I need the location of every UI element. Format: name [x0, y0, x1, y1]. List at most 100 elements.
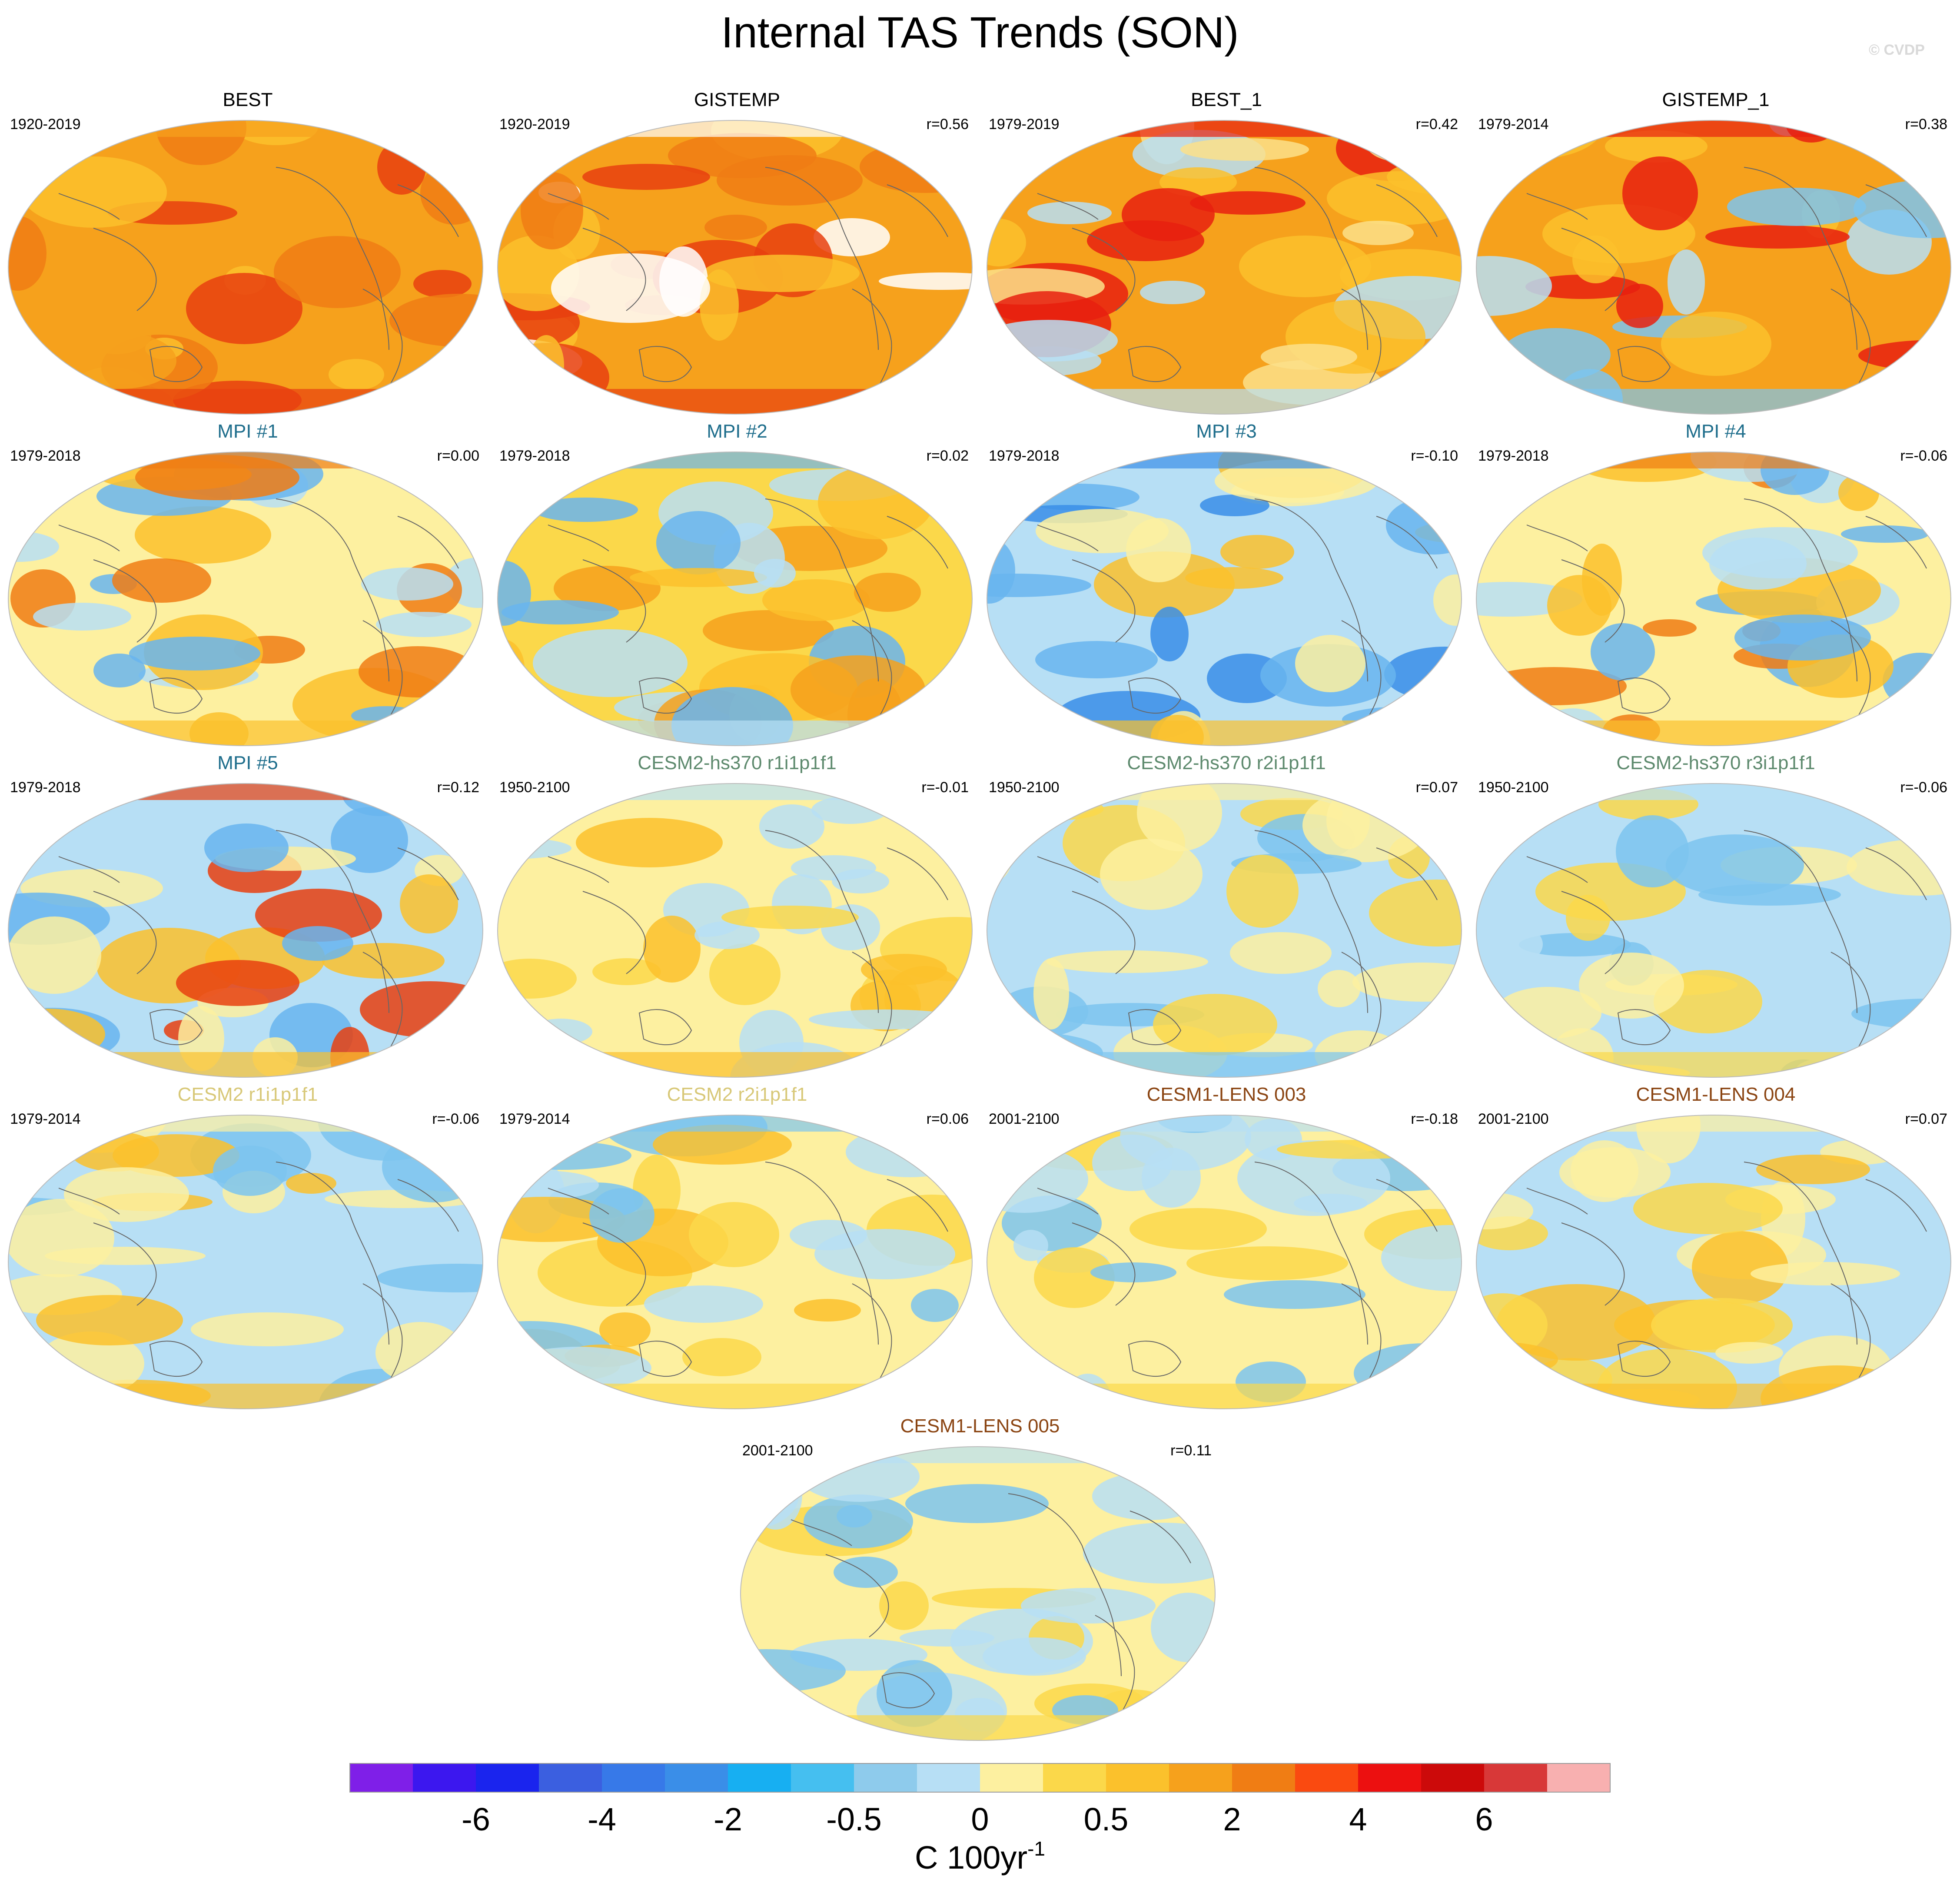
trend-patch [834, 1557, 898, 1588]
coastline [548, 525, 609, 551]
trend-patch [1237, 1140, 1390, 1216]
trend-patch [1702, 527, 1858, 578]
coastline [93, 559, 157, 643]
coastline [1561, 559, 1625, 643]
trend-patch [1841, 525, 1929, 543]
trend-patch [1277, 1140, 1440, 1159]
trend-patch [879, 1581, 929, 1630]
trend-patch [1180, 138, 1309, 161]
trend-patch [854, 573, 921, 612]
trend-patch [8, 1199, 114, 1277]
map-outline [497, 1115, 973, 1409]
map-panel: MPI #1 1979-2018 r=0.00 [7, 421, 489, 746]
colorbar-swatch [980, 1763, 1043, 1792]
panel-period: 1950-2100 [989, 779, 1060, 796]
coastline [1072, 559, 1136, 643]
coastline [548, 193, 609, 220]
panel-correlation: r=0.11 [1170, 1442, 1212, 1459]
trend-patch [135, 506, 271, 564]
global-map [987, 1115, 1462, 1409]
panel-title: MPI #4 [1685, 421, 1746, 442]
map-panel: CESM2 r1i1p1f1 1979-2014 r=-0.06 [7, 1084, 489, 1409]
panel-period: 1920-2019 [499, 116, 570, 133]
panel-period: 1920-2019 [10, 116, 81, 133]
coastline [397, 1179, 459, 1232]
trend-patch [376, 612, 472, 637]
polar-band [8, 1115, 483, 1132]
colorbar-swatch [350, 1763, 413, 1792]
panel-period: 2001-2100 [989, 1111, 1060, 1127]
panel-correlation: r=-0.18 [1411, 1111, 1458, 1127]
trend-patch [1153, 994, 1277, 1056]
map-outline [740, 1446, 1216, 1741]
trend-patch [877, 1660, 952, 1727]
trend-patch [375, 1322, 465, 1384]
trend-patch [382, 1131, 483, 1202]
panel-title: CESM1-LENS 003 [1146, 1084, 1306, 1105]
coastline [1561, 228, 1625, 311]
coastline [1561, 1222, 1625, 1306]
global-map [987, 452, 1462, 746]
coastline [149, 677, 203, 714]
polar-band [1476, 1052, 1951, 1077]
map-outline [8, 452, 483, 746]
trend-patch [1034, 1247, 1115, 1308]
panel-correlation: r=-0.01 [921, 779, 969, 796]
coastline [1561, 891, 1625, 974]
colorbar-swatch [917, 1763, 980, 1792]
colorbar-swatch [1484, 1763, 1547, 1792]
trend-patch [1591, 623, 1655, 681]
polar-band [498, 1052, 972, 1077]
trend-patch [1365, 120, 1432, 162]
panel-period: 1979-2019 [989, 116, 1060, 133]
coastline [276, 830, 389, 1013]
trend-patch [186, 273, 302, 344]
colorbar-swatch [854, 1763, 917, 1792]
colorbar-swatch [1043, 1763, 1106, 1792]
trend-patch [528, 335, 564, 395]
colorbar-frame [349, 1763, 1611, 1793]
trend-patch [694, 921, 760, 949]
polar-band [8, 1052, 483, 1077]
coastline [58, 525, 120, 551]
coastline [887, 516, 948, 569]
trend-patch [987, 320, 1118, 362]
trend-patch [191, 1312, 344, 1346]
coastline [791, 1519, 852, 1546]
polar-band [498, 1384, 972, 1409]
trend-patch [1224, 1280, 1365, 1309]
polar-band [741, 1715, 1215, 1740]
trend-patch [1622, 156, 1698, 230]
coastline [1376, 516, 1438, 569]
trend-patch [987, 1019, 1009, 1057]
polar-band [1476, 120, 1951, 137]
trend-patch [8, 216, 47, 291]
coastline [1254, 167, 1368, 350]
colorbar-swatch [413, 1763, 476, 1792]
global-map [8, 783, 483, 1078]
coastline [638, 1341, 692, 1377]
trend-patch [1871, 1115, 1951, 1162]
trend-patch [1898, 1028, 1951, 1055]
panel-correlation: r=-0.06 [1900, 448, 1947, 464]
coastline [765, 498, 879, 682]
figure-title: Internal TAS Trends (SON) [721, 8, 1239, 57]
trend-patch [282, 926, 353, 961]
trend-patch [1692, 1231, 1788, 1304]
trend-patch [1571, 1140, 1638, 1202]
panel-title: BEST_1 [1191, 89, 1262, 110]
coastline [1617, 677, 1671, 714]
trend-patch [502, 600, 619, 624]
trend-patch [1342, 221, 1414, 245]
polar-band [987, 721, 1462, 746]
trend-patch [1185, 567, 1283, 589]
colorbar-swatch [1547, 1763, 1610, 1792]
coastline [582, 891, 646, 974]
coastline [548, 856, 609, 883]
map-outline [987, 1115, 1462, 1409]
polar-band [987, 784, 1462, 800]
trend-patch [377, 1264, 483, 1292]
trend-patch [1661, 312, 1771, 376]
coastline [1744, 1162, 1857, 1345]
polar-band [8, 452, 483, 468]
